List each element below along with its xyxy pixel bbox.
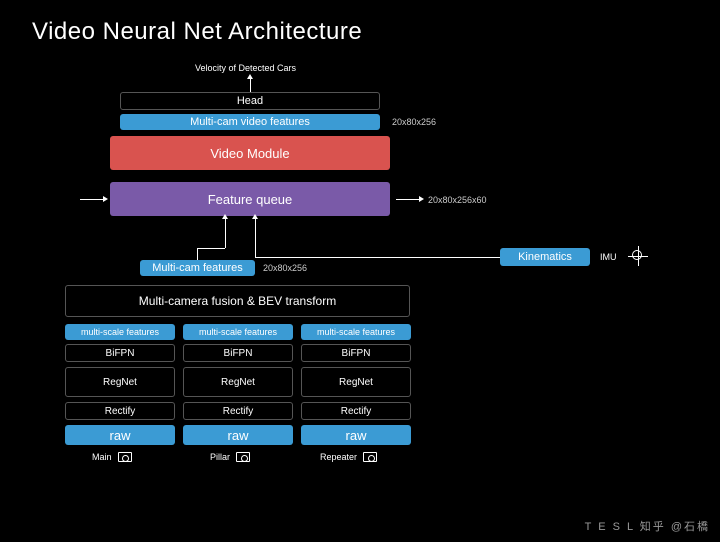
col1-camera: Pillar xyxy=(210,452,250,462)
col0-stage2: RegNet xyxy=(65,367,175,397)
col0-stage3: Rectify xyxy=(65,402,175,420)
col2-stage3: Rectify xyxy=(301,402,411,420)
mcvf-block: Multi-cam video features xyxy=(120,114,380,130)
video-module-block: Video Module xyxy=(110,136,390,170)
mcf-stub xyxy=(197,248,198,260)
col1-stage4: raw xyxy=(183,425,293,445)
arrow-into-queue-left xyxy=(80,199,104,200)
camera-icon xyxy=(236,452,250,462)
arrow-mcf-to-queue-2 xyxy=(255,218,256,248)
watermark: T E S L 知乎 @石橋 xyxy=(585,518,710,534)
col2-stage1: BiFPN xyxy=(301,344,411,362)
mcf-block: Multi-cam features xyxy=(140,260,255,276)
head-block: Head xyxy=(120,92,380,110)
arrow-out-queue-right xyxy=(396,199,420,200)
compass-icon xyxy=(628,246,648,266)
col2-camera: Repeater xyxy=(320,452,377,462)
col0-stage4: raw xyxy=(65,425,175,445)
col0-name: Main xyxy=(92,452,112,462)
mcf-stub-h xyxy=(197,248,225,249)
col1-stage1: BiFPN xyxy=(183,344,293,362)
output-label: Velocity of Detected Cars xyxy=(195,63,296,73)
feature-queue-dim: 20x80x256x60 xyxy=(428,195,487,205)
page-title: Video Neural Net Architecture xyxy=(32,18,362,46)
col0-stage0: multi-scale features xyxy=(65,324,175,340)
fusion-block: Multi-camera fusion & BEV transform xyxy=(65,285,410,317)
col2-name: Repeater xyxy=(320,452,357,462)
col2-stage2: RegNet xyxy=(301,367,411,397)
architecture-diagram: Velocity of Detected Cars Head Multi-cam… xyxy=(0,60,720,540)
col1-name: Pillar xyxy=(210,452,230,462)
arrow-mcf-to-queue-1 xyxy=(225,218,226,248)
col2-stage4: raw xyxy=(301,425,411,445)
camera-icon xyxy=(363,452,377,462)
col0-stage1: BiFPN xyxy=(65,344,175,362)
mcvf-dim: 20x80x256 xyxy=(392,117,436,127)
mcf-dim: 20x80x256 xyxy=(263,263,307,273)
col1-stage0: multi-scale features xyxy=(183,324,293,340)
arrow-head-to-output xyxy=(250,78,251,92)
camera-icon xyxy=(118,452,132,462)
kinematics-block: Kinematics xyxy=(500,248,590,266)
kinematics-side-label: IMU xyxy=(600,252,617,262)
col2-stage0: multi-scale features xyxy=(301,324,411,340)
kinematics-conn-h xyxy=(255,257,500,258)
col1-stage3: Rectify xyxy=(183,402,293,420)
feature-queue-block: Feature queue xyxy=(110,182,390,216)
col1-stage2: RegNet xyxy=(183,367,293,397)
col0-camera: Main xyxy=(92,452,132,462)
kinematics-conn-v-stub xyxy=(255,248,256,258)
